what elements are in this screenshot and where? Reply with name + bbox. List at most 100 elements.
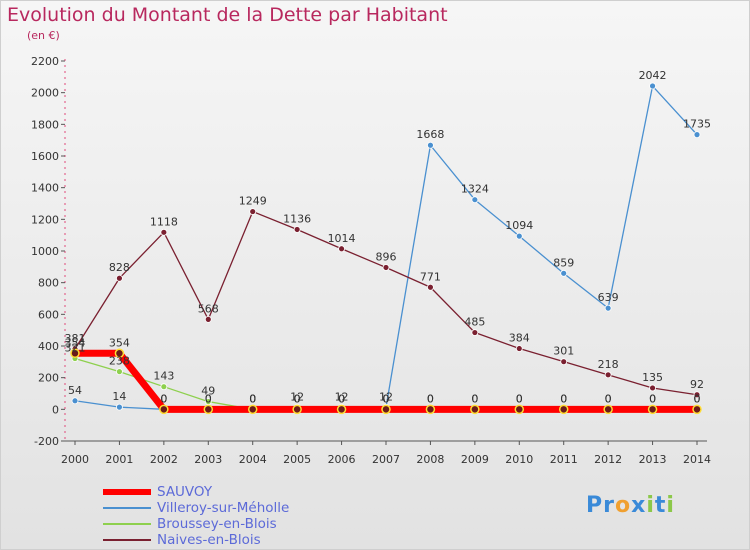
data-label: 0 xyxy=(560,392,567,405)
logo-letter: i xyxy=(666,493,675,518)
y-tick-label: 1000 xyxy=(31,245,59,258)
data-point xyxy=(293,226,301,233)
y-tick-label: 2000 xyxy=(31,87,59,100)
data-point xyxy=(336,404,347,415)
data-point xyxy=(338,245,345,253)
data-label: 0 xyxy=(294,392,301,405)
data-point xyxy=(604,304,612,312)
data-label: 354 xyxy=(65,336,86,349)
logo-letter: x xyxy=(631,493,647,518)
x-tick-label: 2006 xyxy=(328,453,356,466)
legend-label: SAUVOY xyxy=(157,484,213,500)
data-label: 2042 xyxy=(639,69,667,82)
data-point xyxy=(203,404,214,415)
data-point xyxy=(649,384,656,392)
data-point xyxy=(471,329,479,336)
data-label: 0 xyxy=(205,392,212,405)
x-tick-label: 2001 xyxy=(105,453,133,466)
data-point xyxy=(427,283,434,291)
x-tick-label: 2004 xyxy=(239,453,267,466)
data-label: 485 xyxy=(464,316,485,329)
data-label: 0 xyxy=(516,392,523,405)
data-label: 0 xyxy=(249,392,256,405)
data-label: 0 xyxy=(694,392,701,405)
data-label: 238 xyxy=(109,355,130,368)
data-point xyxy=(116,368,123,376)
y-tick-label: 1400 xyxy=(31,182,59,195)
data-label: 0 xyxy=(294,392,301,405)
data-point xyxy=(693,391,701,399)
x-tick-label: 2005 xyxy=(283,453,311,466)
data-label: 354 xyxy=(109,336,130,349)
data-label: 0 xyxy=(160,392,167,405)
data-point xyxy=(693,131,701,139)
logo-letter: r xyxy=(603,493,615,518)
data-point xyxy=(292,404,302,415)
data-label: 218 xyxy=(598,358,619,371)
data-label: 1735 xyxy=(683,118,711,131)
data-label: 0 xyxy=(560,392,567,405)
x-tick-label: 2002 xyxy=(150,453,178,466)
x-tick-label: 2011 xyxy=(550,453,578,466)
data-point xyxy=(560,358,568,366)
data-label: 0 xyxy=(338,392,345,405)
y-tick-label: 600 xyxy=(38,308,59,321)
x-tick-label: 2008 xyxy=(416,453,444,466)
data-point xyxy=(247,404,258,415)
data-point xyxy=(470,404,480,415)
y-tick-label: 800 xyxy=(38,277,59,290)
data-label: 0 xyxy=(205,392,212,405)
data-point xyxy=(560,269,568,277)
data-point xyxy=(116,274,123,282)
data-label: 12 xyxy=(335,390,349,403)
data-point xyxy=(381,404,391,415)
data-label: 381 xyxy=(65,332,86,345)
data-label: 1249 xyxy=(239,195,267,208)
data-point xyxy=(649,82,656,90)
data-point xyxy=(692,404,702,415)
y-tick-label: 2200 xyxy=(31,55,59,68)
legend-swatch xyxy=(103,539,151,541)
data-label: 0 xyxy=(605,392,612,405)
data-label: 0 xyxy=(383,392,390,405)
unit-label: (en €) xyxy=(27,29,60,42)
data-label: 1668 xyxy=(416,128,444,141)
data-label: 384 xyxy=(509,332,530,345)
data-label: 1324 xyxy=(461,183,489,196)
proxiti-logo: Proxiti xyxy=(586,493,675,518)
chart-title: Evolution du Montant de la Dette par Hab… xyxy=(7,4,448,26)
data-point xyxy=(70,348,80,359)
data-label: 568 xyxy=(198,302,219,315)
data-label: 639 xyxy=(598,291,619,304)
data-label: 301 xyxy=(553,345,574,358)
legend-label: Broussey-en-Blois xyxy=(157,516,277,532)
data-label: 0 xyxy=(249,392,256,405)
y-tick-label: 1800 xyxy=(31,118,59,131)
legend-item: Broussey-en-Blois xyxy=(103,516,289,532)
y-tick-label: 400 xyxy=(38,340,59,353)
data-point xyxy=(515,345,523,352)
data-point xyxy=(427,141,434,149)
data-label: 14 xyxy=(112,390,126,403)
data-point xyxy=(603,404,613,415)
legend-item: Villeroy-sur-Méholle xyxy=(103,500,289,516)
data-label: 12 xyxy=(290,390,304,403)
data-label: 859 xyxy=(553,256,574,269)
data-label: 0 xyxy=(516,392,523,405)
data-point xyxy=(71,397,79,405)
data-label: 0 xyxy=(338,392,345,405)
data-point xyxy=(515,232,523,240)
data-label: 143 xyxy=(153,370,174,383)
logo-letter: i xyxy=(646,493,655,518)
legend-item: Naives-en-Blois xyxy=(103,532,289,548)
legend-label: Naives-en-Blois xyxy=(157,532,261,548)
data-point xyxy=(471,196,479,204)
legend-swatch xyxy=(103,507,151,509)
data-label: 1014 xyxy=(328,232,356,245)
data-label: 0 xyxy=(649,392,656,405)
logo-letter: t xyxy=(654,493,667,518)
data-label: 0 xyxy=(427,392,434,405)
legend: SAUVOY Villeroy-sur-Méholle Broussey-en-Bl… xyxy=(103,484,289,548)
data-label: 0 xyxy=(694,392,701,405)
